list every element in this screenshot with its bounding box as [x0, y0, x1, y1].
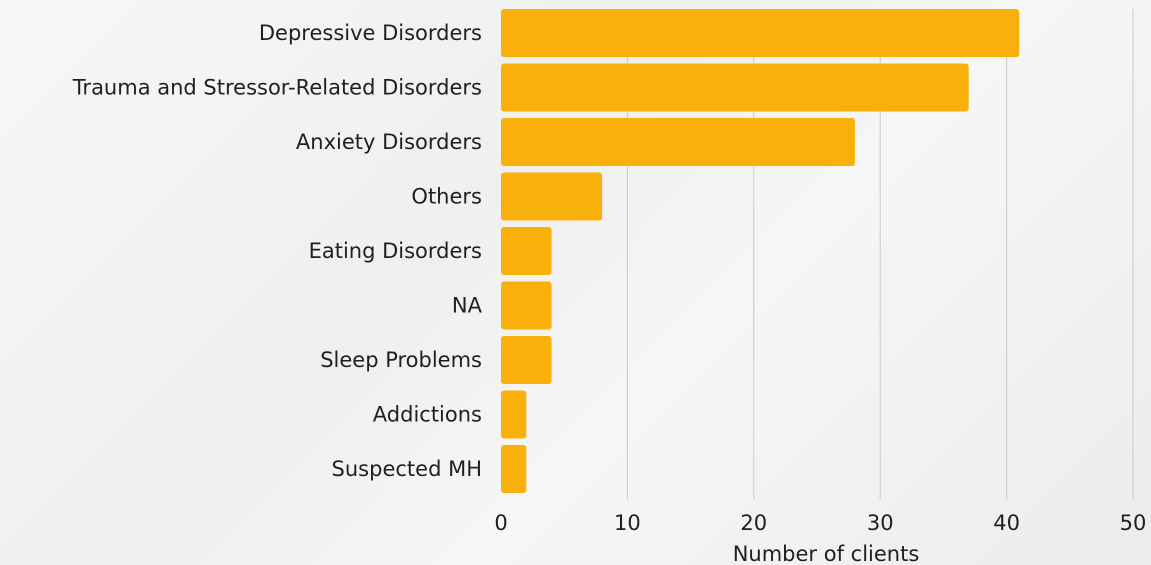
category-label: Eating Disorders — [309, 239, 482, 263]
x-tick-label: 10 — [614, 511, 641, 535]
x-tick-label: 0 — [494, 511, 507, 535]
bar — [501, 172, 603, 221]
x-tick-label: 50 — [1120, 511, 1147, 535]
bar — [501, 9, 1020, 57]
bar — [501, 336, 552, 384]
x-tick-label: 20 — [740, 511, 767, 535]
x-axis-title: Number of clients — [733, 542, 920, 565]
category-labels: Depressive Disorders Trauma and Stressor-… — [72, 21, 483, 481]
bar — [501, 63, 969, 112]
category-label: Anxiety Disorders — [296, 130, 482, 154]
category-label: Trauma and Stressor-Related Disorders — [72, 76, 482, 100]
category-label: Others — [411, 185, 482, 209]
category-label: Sleep Problems — [320, 348, 482, 372]
bar — [501, 445, 527, 493]
bar — [501, 390, 527, 439]
category-label: Depressive Disorders — [259, 21, 482, 45]
bar — [501, 227, 552, 275]
x-tick-label: 30 — [867, 511, 894, 535]
category-label: Suspected MH — [332, 457, 482, 481]
category-label: NA — [452, 294, 483, 318]
bars — [501, 9, 1020, 493]
x-tick-label: 40 — [993, 511, 1020, 535]
category-label: Addictions — [373, 403, 482, 427]
x-tick-labels: 0 10 20 30 40 50 — [494, 511, 1146, 535]
bar — [501, 118, 855, 166]
bar — [501, 281, 552, 330]
